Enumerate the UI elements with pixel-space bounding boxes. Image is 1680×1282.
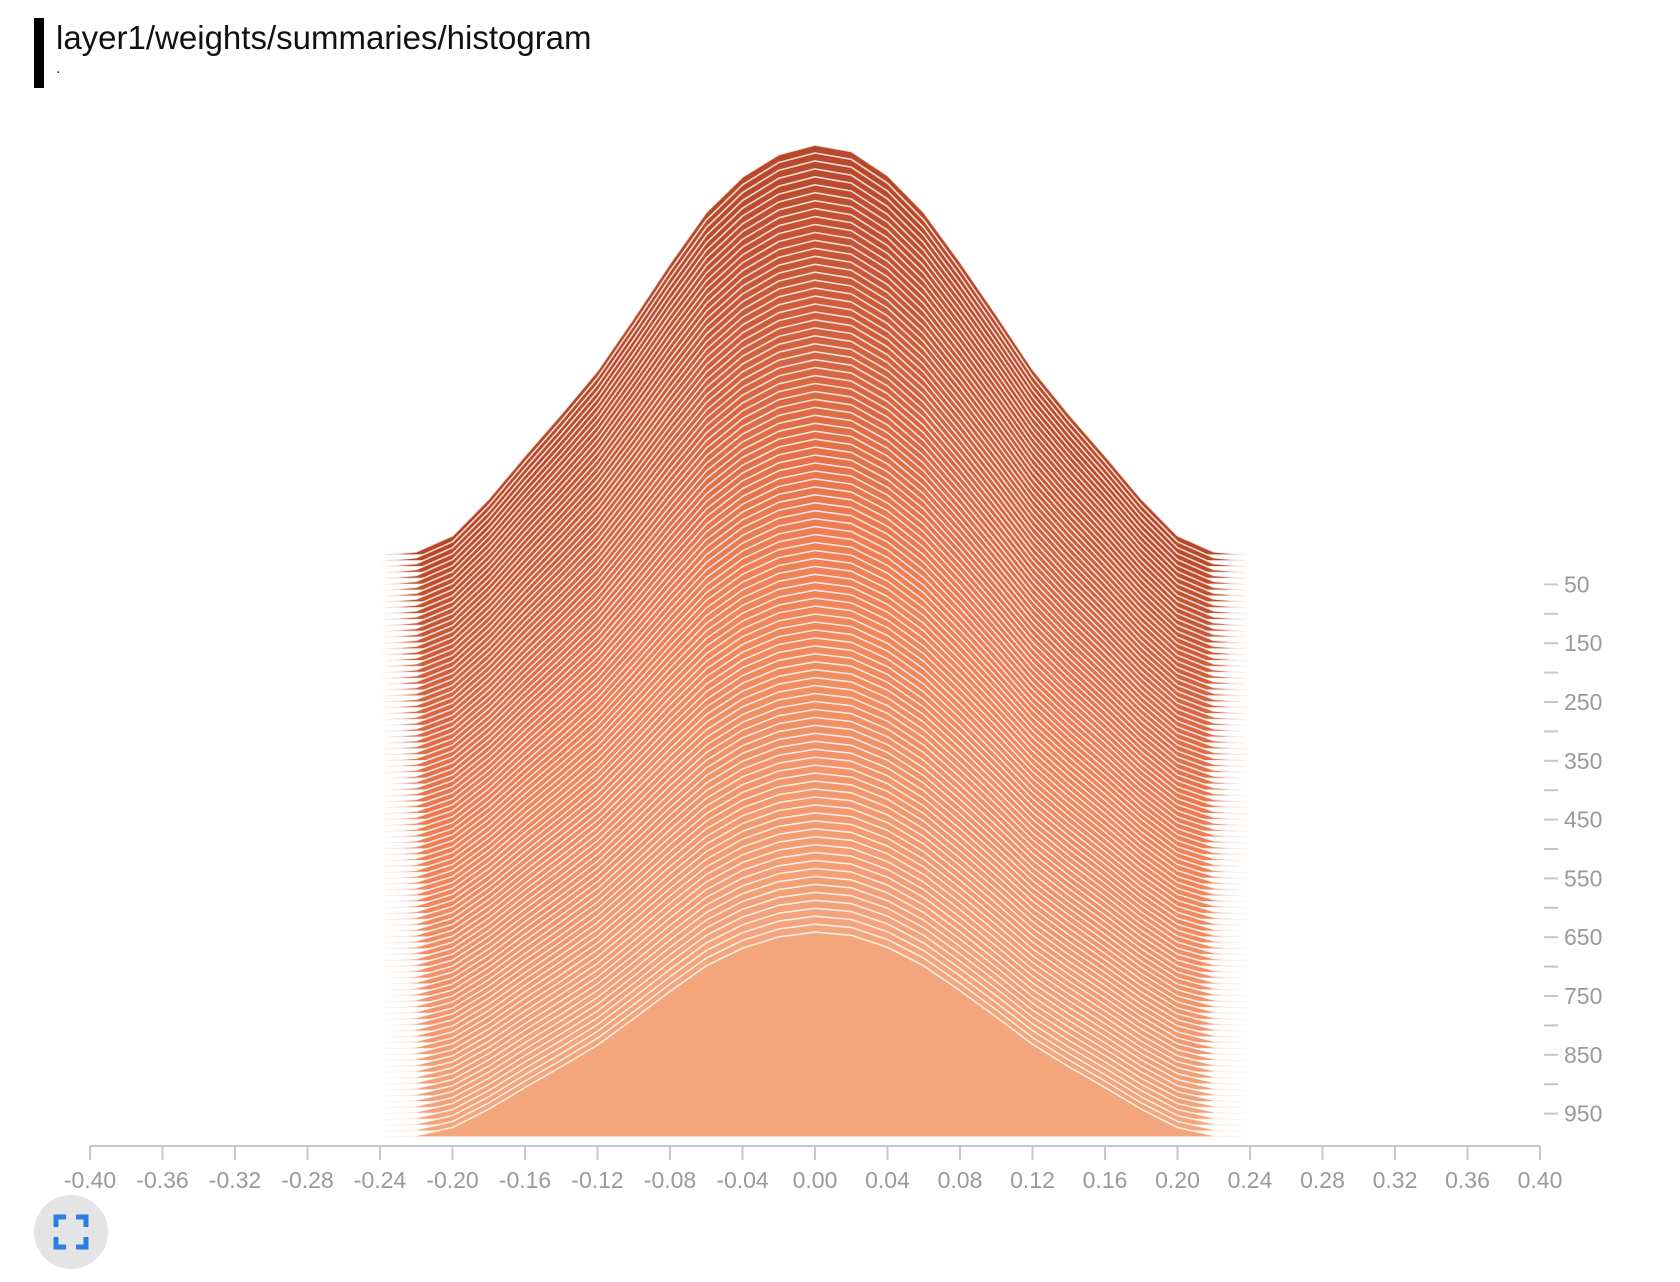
- x-tick-label: -0.28: [281, 1167, 333, 1190]
- step-tick-label: 850: [1564, 1042, 1602, 1068]
- x-tick-label: -0.16: [499, 1167, 551, 1190]
- x-tick-label: 0.36: [1445, 1167, 1490, 1190]
- step-tick-label: 150: [1564, 630, 1602, 656]
- x-tick-label: -0.40: [64, 1167, 116, 1190]
- x-tick-label: -0.20: [426, 1167, 478, 1190]
- x-tick-label: -0.32: [209, 1167, 261, 1190]
- step-tick-label: 750: [1564, 983, 1602, 1009]
- x-tick-label: 0.20: [1155, 1167, 1200, 1190]
- histogram-step-ridge: [89, 931, 1541, 1138]
- x-tick-label: 0.08: [938, 1167, 983, 1190]
- step-tick-label: 450: [1564, 807, 1602, 833]
- x-tick-label: -0.12: [571, 1167, 623, 1190]
- x-tick-label: 0.16: [1083, 1167, 1128, 1190]
- step-tick-label: 650: [1564, 924, 1602, 950]
- step-tick-label: 950: [1564, 1101, 1602, 1127]
- x-tick-label: 0.24: [1228, 1167, 1273, 1190]
- x-tick-label: -0.36: [136, 1167, 188, 1190]
- histogram-chart: -0.40 -0.36 -0.32 -0.28 -0.24 -0.20 -0.16 -0.12…: [64, 144, 1602, 1190]
- x-tick-label: 0.40: [1518, 1167, 1563, 1190]
- x-tick-label: 0.32: [1373, 1167, 1418, 1190]
- step-axis: 50 150 250 350 450 550 650 750 850 950: [1544, 571, 1602, 1127]
- x-tick-label: 0.00: [793, 1167, 838, 1190]
- step-tick-label: 250: [1564, 689, 1602, 715]
- step-tick-label: 350: [1564, 748, 1602, 774]
- step-tick-label: 550: [1564, 865, 1602, 891]
- x-tick-label: 0.28: [1300, 1167, 1345, 1190]
- histogram-ridges: [89, 144, 1541, 1138]
- step-tick-label: 50: [1564, 571, 1590, 597]
- x-tick-label: 0.12: [1010, 1167, 1055, 1190]
- x-axis: -0.40 -0.36 -0.32 -0.28 -0.24 -0.20 -0.16 -0.12…: [64, 1145, 1563, 1190]
- x-tick-label: -0.24: [354, 1167, 407, 1190]
- card-title: layer1/weights/summaries/histogram: [56, 19, 592, 56]
- card-header: layer1/weights/summaries/histogram .: [34, 18, 592, 88]
- x-tick-label: 0.04: [865, 1167, 910, 1190]
- x-tick-label: -0.04: [716, 1167, 769, 1190]
- fullscreen-icon: [53, 1214, 89, 1250]
- fullscreen-button[interactable]: [34, 1195, 108, 1269]
- x-tick-label: -0.08: [644, 1167, 696, 1190]
- card-subtitle: .: [56, 60, 61, 77]
